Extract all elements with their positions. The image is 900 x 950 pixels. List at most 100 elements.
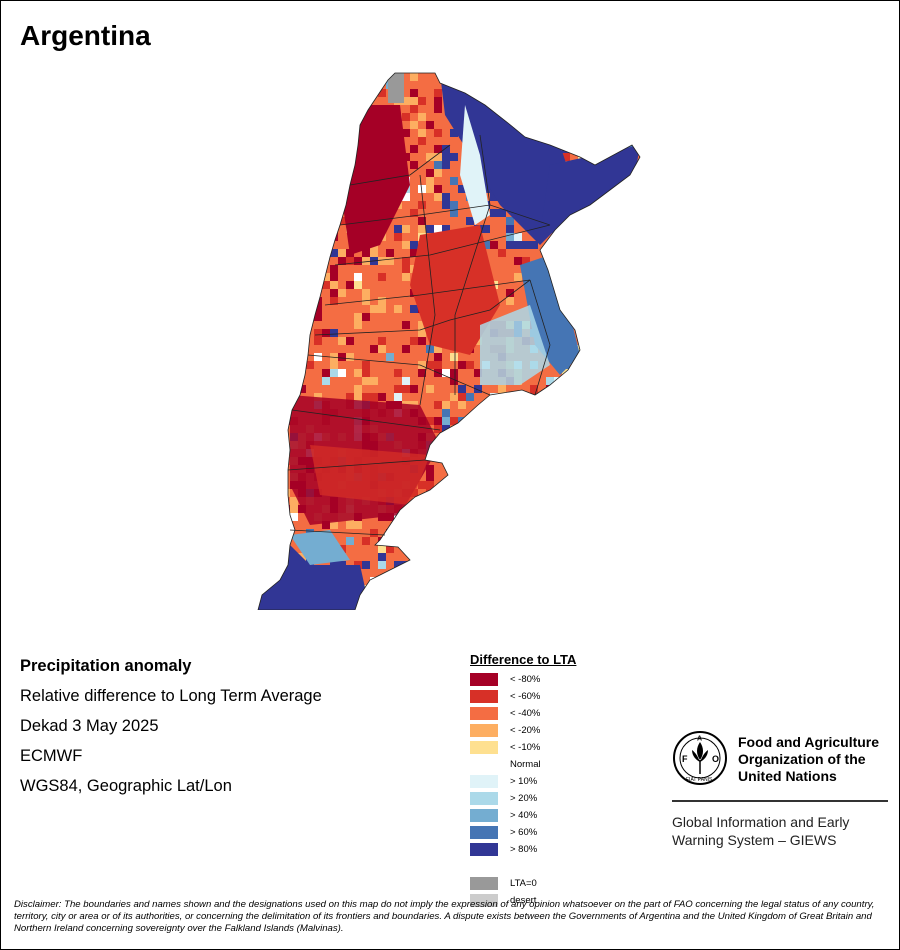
grid-cell [450,201,458,209]
grid-cell [522,81,530,89]
grid-cell [554,393,562,401]
grid-cell [522,65,530,73]
legend-label: < -40% [510,708,541,719]
grid-cell [418,137,426,145]
grid-cell [442,401,450,409]
grid-cell [618,297,626,305]
grid-cell [490,193,498,201]
grid-cell [402,193,410,201]
grid-cell [514,257,522,265]
grid-cell [642,257,650,265]
grid-cell [626,529,634,537]
info-line-4: WGS84, Geographic Lat/Lon [20,777,232,795]
grid-cell [346,121,354,129]
grid-cell [482,609,490,610]
grid-cell [290,353,298,361]
grid-cell [610,273,618,281]
grid-cell [474,385,482,393]
grid-cell [426,585,434,593]
grid-cell [482,385,490,393]
fao-logo-icon: F O A FIAT PANIS [673,731,727,785]
grid-cell [642,329,650,337]
grid-cell [258,329,266,337]
grid-cell [530,585,538,593]
grid-cell [642,185,650,193]
grid-cell [442,161,450,169]
grid-cell [354,97,362,105]
grid-cell [418,65,426,73]
grid-cell [506,609,514,610]
grid-cell [258,305,266,313]
grid-cell [642,73,650,81]
grid-cell [250,145,258,153]
grid-cell [586,153,594,161]
legend-swatch [470,775,498,788]
grid-cell [554,609,562,610]
grid-cell [330,225,338,233]
grid-cell [434,193,442,201]
grid-cell [554,513,562,521]
grid-cell [626,465,634,473]
grid-cell [378,273,386,281]
grid-cell [530,497,538,505]
grid-cell [442,505,450,513]
grid-cell [642,105,650,113]
legend-items: < -80% < -60% < -40% < -20% < -10% Normal > 10… [470,671,576,909]
grid-cell [474,545,482,553]
grid-cell [322,313,330,321]
grid-cell [450,545,458,553]
grid-cell [402,65,410,73]
legend-item: desert [470,892,576,909]
grid-cell [282,129,290,137]
province-boundaries [257,72,641,610]
grid-cell [514,401,522,409]
grid-cell [314,241,322,249]
grid-cell [554,473,562,481]
grid-cell [450,65,458,73]
grid-cell [250,441,258,449]
grid-cell [626,129,634,137]
grid-cell [282,233,290,241]
grid-cell [594,353,602,361]
grid-cell [418,201,426,209]
grid-cell [282,113,290,121]
grid-cell [506,241,514,249]
grid-cell [306,161,314,169]
grid-cell [250,481,258,489]
grid-cell [378,561,386,569]
legend-swatch [470,707,498,720]
grid-cell [322,377,330,385]
grid-cell [258,457,266,465]
grid-cell [370,377,378,385]
grid-cell [562,425,570,433]
grid-cell [322,281,330,289]
grid-cell [602,201,610,209]
grid-cell [578,65,586,73]
grid-cell [554,577,562,585]
grid-cell [442,545,450,553]
grid-cell [578,353,586,361]
grid-cell [258,89,266,97]
grid-cell [306,129,314,137]
grid-cell [458,537,466,545]
grid-cell [642,297,650,305]
grid-cell [562,297,570,305]
grid-cell [354,321,362,329]
grid-cell [362,97,370,105]
grid-cell [458,473,466,481]
grid-cell [498,449,506,457]
grid-cell [282,489,290,497]
grid-cell [594,209,602,217]
grid-cell [482,569,490,577]
grid-cell [322,249,330,257]
info-heading: Precipitation anomaly [20,657,192,675]
grid-cell [506,217,514,225]
grid-cell [642,529,650,537]
grid-cell [626,593,634,601]
grid-cell [274,225,282,233]
grid-cell [402,377,410,385]
grid-cell [250,505,258,513]
grid-cell [610,137,618,145]
grid-cell [434,361,442,369]
grid-cell [386,393,394,401]
